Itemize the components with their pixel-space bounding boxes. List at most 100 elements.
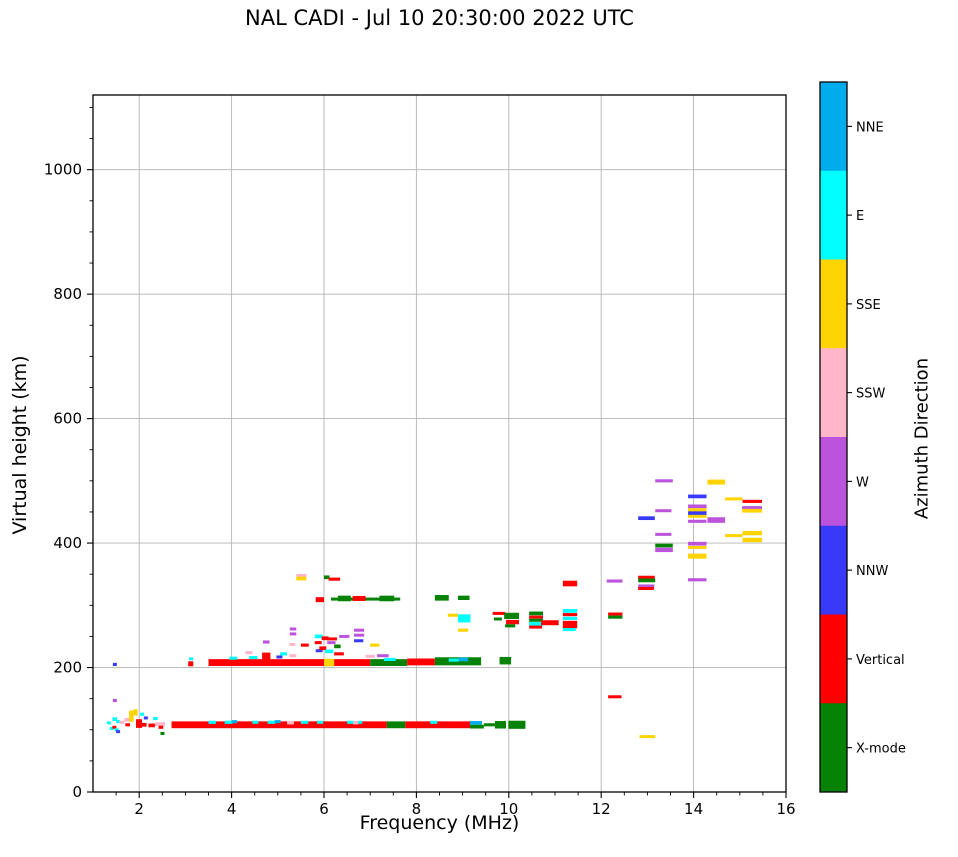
data-segment [124, 717, 130, 722]
data-segment [358, 720, 363, 724]
data-segment [160, 731, 165, 736]
colorbar-tick-label: Vertical [856, 653, 905, 668]
data-segment [688, 504, 707, 509]
data-segment [112, 662, 117, 666]
data-segment [457, 628, 469, 632]
colorbar-segment-nnw [820, 525, 847, 615]
data-segment [324, 658, 335, 667]
plot-frame [92, 94, 787, 793]
data-segment [655, 479, 673, 483]
data-segment [319, 646, 327, 651]
x-tick-label: 10 [499, 800, 518, 818]
data-segment [353, 721, 359, 725]
data-segment [314, 641, 322, 645]
colorbar-tick-label: NNW [856, 564, 888, 579]
data-segment [334, 652, 344, 656]
colorbar-tick-label: E [856, 209, 864, 224]
x-tick-label: 8 [412, 800, 422, 818]
data-segment [153, 717, 158, 721]
data-segment [655, 509, 672, 513]
data-segment [347, 720, 354, 724]
data-segment [370, 643, 380, 647]
data-segment [742, 508, 762, 513]
x-tick-label: 4 [227, 800, 237, 818]
data-segment [119, 720, 125, 724]
data-segment [334, 644, 341, 649]
data-segment [287, 721, 294, 725]
data-segment [328, 577, 341, 581]
data-segment [562, 613, 578, 617]
data-segment [504, 612, 519, 619]
data-segment [638, 578, 656, 583]
y-tick-label: 800 [53, 285, 82, 303]
colorbar-segment-w [820, 437, 847, 527]
data-segment [125, 723, 130, 727]
data-segment [725, 534, 743, 538]
data-segment [508, 720, 526, 729]
data-segment [529, 618, 543, 622]
data-segment [229, 656, 238, 660]
data-segment [133, 709, 138, 716]
data-segment [263, 640, 270, 644]
colorbar-segment-nne [820, 82, 847, 172]
data-segment [140, 712, 145, 716]
data-segment [688, 508, 707, 512]
data-segment [296, 573, 307, 577]
data-segment [638, 584, 655, 588]
data-segment [638, 575, 655, 579]
data-segment [324, 575, 330, 580]
colorbar-segment-vertical [820, 614, 847, 704]
data-segment [688, 519, 707, 523]
data-segment [725, 497, 743, 501]
data-segment [296, 576, 307, 581]
data-segment [707, 517, 726, 523]
data-segment [116, 720, 121, 724]
data-segment [276, 655, 283, 659]
data-segment [289, 627, 297, 631]
data-segment [448, 658, 459, 662]
colorbar-tick-label: SSW [856, 387, 886, 402]
data-segment [171, 721, 387, 729]
x-tick-label: 2 [134, 800, 144, 818]
data-segment [529, 611, 543, 616]
colorbar-tick-label: W [856, 475, 869, 490]
colorbar-tick-label: SSE [856, 298, 881, 313]
data-segment [112, 698, 117, 703]
data-segment [135, 719, 142, 728]
colorbar-segment-e [820, 170, 847, 260]
data-segment [469, 724, 484, 729]
data-segment [354, 628, 365, 632]
data-segment [434, 595, 449, 601]
data-segment [529, 625, 543, 629]
data-segment [742, 499, 762, 503]
y-tick-label: 0 [72, 783, 82, 801]
y-tick-label: 600 [53, 410, 82, 428]
data-segment [289, 654, 297, 658]
colorbar-tick-label: X-mode [856, 742, 906, 757]
data-segment [639, 735, 656, 739]
data-segment [655, 543, 673, 548]
data-segment [116, 730, 121, 734]
data-segment [407, 658, 435, 666]
data-segment [224, 720, 233, 724]
data-segment [314, 634, 323, 639]
data-segment [688, 578, 707, 582]
data-segment [638, 587, 654, 591]
x-axis-label: Frequency (MHz) [359, 812, 520, 834]
data-segment [688, 541, 707, 546]
data-segment [231, 720, 238, 724]
data-segment [506, 619, 519, 625]
data-segment [158, 725, 164, 729]
data-segment [339, 634, 350, 638]
data-segment [208, 659, 371, 666]
data-segment [447, 613, 458, 617]
data-segment [148, 723, 155, 728]
chart-title: NAL CADI - Jul 10 20:30:00 2022 UTC [245, 6, 634, 30]
data-segment [606, 579, 623, 583]
data-segment [112, 717, 118, 722]
data-segment [262, 652, 271, 661]
data-segment [208, 720, 216, 724]
data-segment [324, 649, 334, 654]
data-segment [688, 511, 707, 516]
